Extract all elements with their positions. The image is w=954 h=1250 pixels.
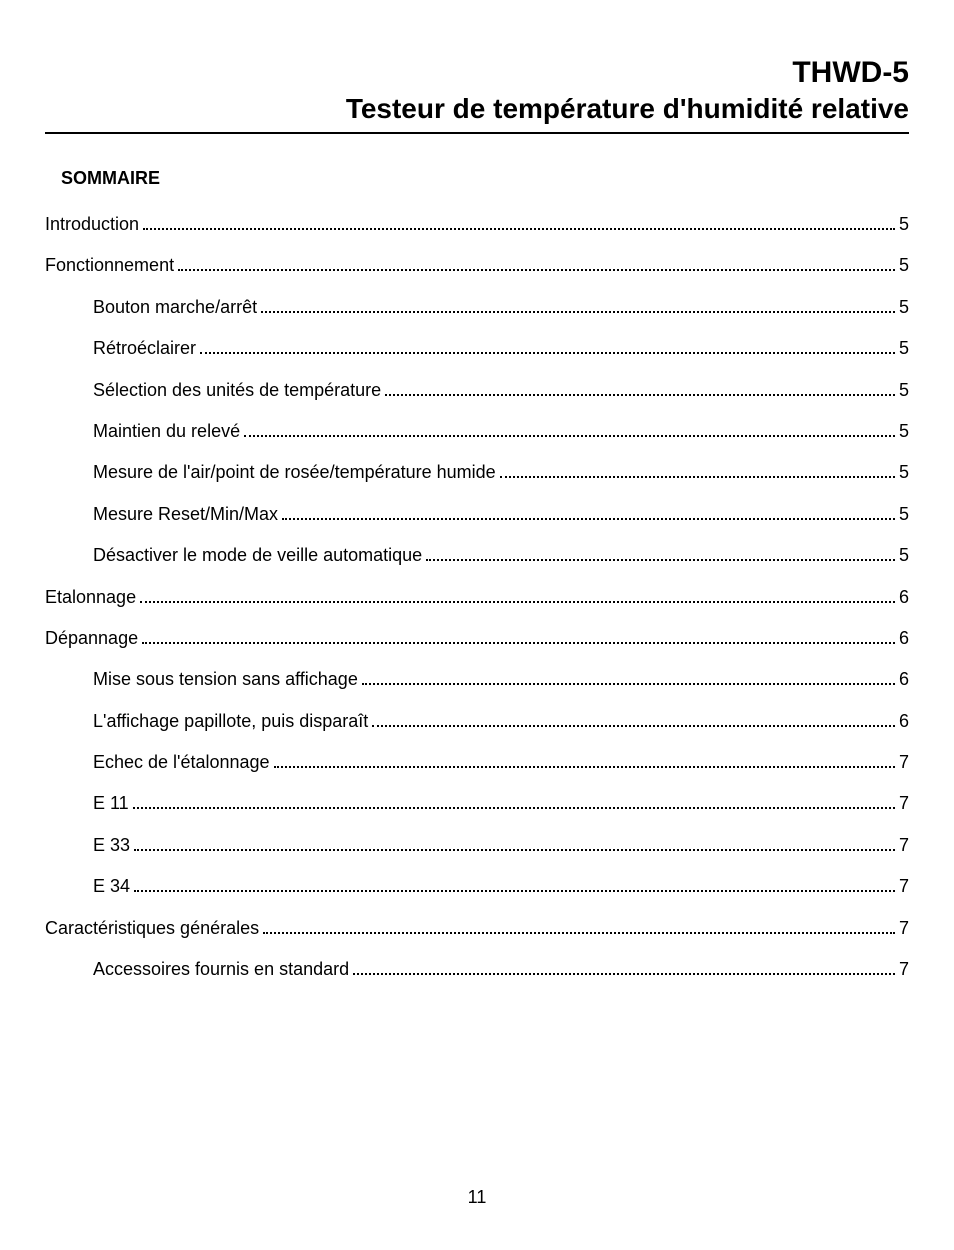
toc-entry-title: E 33 — [93, 834, 130, 857]
toc-leader-dots — [261, 311, 895, 313]
toc-entry-title: Rétroéclairer — [93, 337, 196, 360]
toc-heading: SOMMAIRE — [61, 168, 909, 189]
toc-entry-page: 7 — [899, 917, 909, 940]
toc-row: Sélection des unités de température 5 — [93, 379, 909, 402]
toc-entry-title: Mise sous tension sans affichage — [93, 668, 358, 691]
toc-row: E 34 7 — [93, 875, 909, 898]
toc-leader-dots — [282, 518, 895, 520]
toc-row: Fonctionnement 5 — [45, 254, 909, 277]
toc-entry-page: 6 — [899, 668, 909, 691]
product-model: THWD-5 — [45, 55, 909, 91]
toc-leader-dots — [500, 476, 895, 478]
toc-row: Introduction 5 — [45, 213, 909, 236]
toc-row: L'affichage papillote, puis disparaît 6 — [93, 710, 909, 733]
toc-row: Mesure de l'air/point de rosée/températu… — [93, 461, 909, 484]
toc-row: Echec de l'étalonnage 7 — [93, 751, 909, 774]
toc-leader-dots — [274, 766, 895, 768]
toc-row: Etalonnage 6 — [45, 586, 909, 609]
toc-entry-page: 5 — [899, 254, 909, 277]
toc-leader-dots — [142, 642, 895, 644]
toc-row: Bouton marche/arrêt 5 — [93, 296, 909, 319]
toc-leader-dots — [143, 228, 895, 230]
toc-entry-page: 5 — [899, 420, 909, 443]
toc-entry-page: 5 — [899, 337, 909, 360]
toc-entry-page: 6 — [899, 627, 909, 650]
toc-entry-title: Mesure Reset/Min/Max — [93, 503, 278, 526]
toc-leader-dots — [134, 849, 895, 851]
page-number: 11 — [0, 1187, 954, 1208]
toc-entry-title: Dépannage — [45, 627, 138, 650]
page-header: THWD-5 Testeur de température d'humidité… — [45, 55, 909, 134]
toc-entry-title: Fonctionnement — [45, 254, 174, 277]
toc-entry-title: L'affichage papillote, puis disparaît — [93, 710, 368, 733]
toc-entry-page: 5 — [899, 503, 909, 526]
toc-entry-title: Etalonnage — [45, 586, 136, 609]
toc-row: Accessoires fournis en standard 7 — [93, 958, 909, 981]
toc-row: Dépannage 6 — [45, 627, 909, 650]
toc-entry-page: 5 — [899, 544, 909, 567]
toc-leader-dots — [134, 890, 895, 892]
toc-row: Désactiver le mode de veille automatique… — [93, 544, 909, 567]
toc-entry-title: Echec de l'étalonnage — [93, 751, 270, 774]
toc-row: Mise sous tension sans affichage 6 — [93, 668, 909, 691]
toc-entry-title: Caractéristiques générales — [45, 917, 259, 940]
product-subtitle: Testeur de température d'humidité relati… — [45, 91, 909, 126]
toc-entry-page: 7 — [899, 792, 909, 815]
toc-leader-dots — [426, 559, 895, 561]
toc-entry-title: Sélection des unités de température — [93, 379, 381, 402]
toc-entry-title: Mesure de l'air/point de rosée/températu… — [93, 461, 496, 484]
toc-entry-title: Désactiver le mode de veille automatique — [93, 544, 422, 567]
toc-row: Mesure Reset/Min/Max 5 — [93, 503, 909, 526]
toc-row: Maintien du relevé 5 — [93, 420, 909, 443]
table-of-contents: Introduction5Fonctionnement5Bouton march… — [45, 213, 909, 981]
toc-leader-dots — [200, 352, 895, 354]
toc-row: Rétroéclairer 5 — [93, 337, 909, 360]
toc-leader-dots — [263, 932, 895, 934]
toc-leader-dots — [385, 394, 895, 396]
toc-leader-dots — [372, 725, 895, 727]
toc-row: E 11 7 — [93, 792, 909, 815]
toc-entry-page: 7 — [899, 834, 909, 857]
toc-entry-page: 5 — [899, 379, 909, 402]
document-page: THWD-5 Testeur de température d'humidité… — [0, 0, 954, 1250]
toc-entry-title: Bouton marche/arrêt — [93, 296, 257, 319]
toc-leader-dots — [140, 601, 895, 603]
toc-leader-dots — [178, 269, 895, 271]
toc-entry-title: E 34 — [93, 875, 130, 898]
toc-row: Caractéristiques générales 7 — [45, 917, 909, 940]
toc-entry-page: 6 — [899, 710, 909, 733]
toc-entry-page: 6 — [899, 586, 909, 609]
toc-entry-page: 7 — [899, 875, 909, 898]
toc-leader-dots — [244, 435, 895, 437]
toc-entry-page: 5 — [899, 461, 909, 484]
toc-entry-title: Accessoires fournis en standard — [93, 958, 349, 981]
toc-entry-title: E 11 — [93, 792, 129, 815]
toc-entry-title: Maintien du relevé — [93, 420, 240, 443]
toc-entry-title: Introduction — [45, 213, 139, 236]
toc-entry-page: 5 — [899, 296, 909, 319]
toc-row: E 33 7 — [93, 834, 909, 857]
toc-entry-page: 7 — [899, 751, 909, 774]
toc-leader-dots — [133, 807, 895, 809]
toc-leader-dots — [362, 683, 895, 685]
toc-entry-page: 7 — [899, 958, 909, 981]
toc-entry-page: 5 — [899, 213, 909, 236]
toc-leader-dots — [353, 973, 895, 975]
